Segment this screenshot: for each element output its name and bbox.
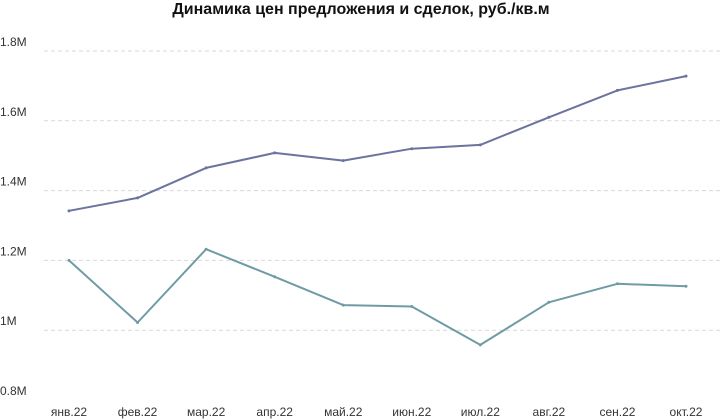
data-point <box>684 284 688 288</box>
y-tick-label: 1.6M <box>0 105 27 119</box>
series-line-1 <box>68 75 687 212</box>
data-point <box>615 282 619 286</box>
data-point <box>547 115 551 119</box>
data-point <box>204 247 208 251</box>
data-point <box>136 321 140 325</box>
y-axis-ticks: 0.8M 1M 1.2M 1.4M 1.6M 1.8M <box>0 35 27 398</box>
y-tick-label: 1.4M <box>0 175 27 189</box>
x-tick-label: июл.22 <box>461 405 500 419</box>
data-point <box>204 166 208 170</box>
data-point <box>478 143 482 147</box>
data-point <box>410 304 414 308</box>
x-tick-label: июн.22 <box>392 405 431 419</box>
data-point <box>273 275 277 279</box>
chart-title: Динамика цен предложения и сделок, руб./… <box>172 1 550 18</box>
x-tick-label: авг.22 <box>533 405 566 419</box>
x-tick-label: сен.22 <box>599 405 635 419</box>
x-tick-label: мар.22 <box>187 405 226 419</box>
data-point <box>136 196 140 200</box>
data-point <box>410 147 414 151</box>
y-tick-label: 0.8M <box>0 384 27 398</box>
x-axis-ticks: янв.22 фев.22 мар.22 апр.22 май.22 июн.22 июл.… <box>51 405 703 419</box>
data-point <box>67 258 71 262</box>
x-tick-label: окт.22 <box>670 405 703 419</box>
series-lines <box>67 74 688 347</box>
data-point <box>341 303 345 307</box>
x-tick-label: май.22 <box>324 405 363 419</box>
x-tick-label: апр.22 <box>256 405 293 419</box>
data-point <box>67 209 71 213</box>
data-point <box>341 159 345 163</box>
series-line-2 <box>68 248 687 346</box>
data-point <box>684 74 688 78</box>
x-tick-label: янв.22 <box>51 405 88 419</box>
data-point <box>478 343 482 347</box>
data-point <box>547 300 551 304</box>
x-tick-label: фев.22 <box>118 405 158 419</box>
y-tick-label: 1.2M <box>0 244 27 258</box>
data-point <box>273 151 277 155</box>
gridlines <box>44 50 722 331</box>
y-tick-label: 1M <box>0 314 17 328</box>
y-tick-label: 1.8M <box>0 35 27 49</box>
data-point <box>615 88 619 92</box>
